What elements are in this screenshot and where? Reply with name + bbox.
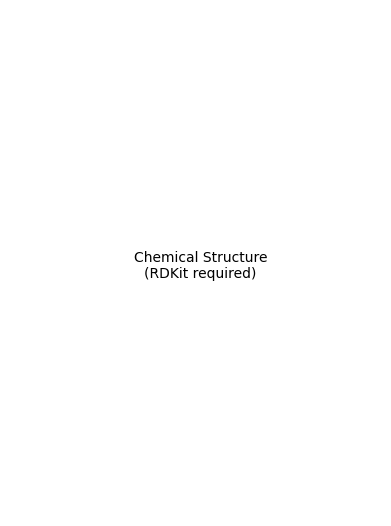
Text: Chemical Structure
(RDKit required): Chemical Structure (RDKit required) [134,250,267,281]
